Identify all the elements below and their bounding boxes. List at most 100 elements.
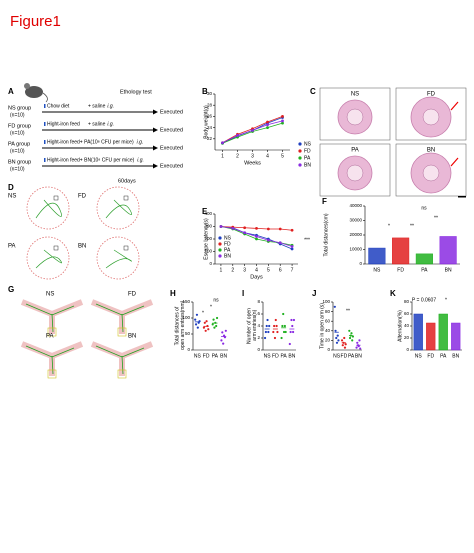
legend-label: FD [224,241,231,247]
point [290,247,294,251]
data-point [335,336,338,340]
data-point [292,330,295,334]
panel-letter: J [312,289,316,298]
point [255,235,258,238]
significance: * [210,304,212,310]
maze-pool [96,186,140,230]
point [290,245,294,248]
y-tick-label: 100 [322,299,330,304]
data-point [289,330,292,334]
legend-label: FD [304,148,311,154]
data-point [222,342,225,345]
start-box [47,369,57,379]
data-point [221,331,224,334]
x-tick-label: PA [421,267,428,273]
legend-marker [218,242,222,246]
y-tick-label: 40 [404,323,410,328]
data-point [220,339,223,342]
legend-marker [298,142,302,146]
data-point [348,329,351,332]
y-tick-label: 26 [207,114,213,119]
legend-label: NS [224,235,232,241]
group-name: PA group [8,141,30,147]
y-tick-label: 60 [404,311,410,316]
x-tick-label: 5 [281,153,284,159]
blue-marker [44,140,46,144]
group-n: (n=10) [10,148,25,154]
x-axis-label: Weeks [244,160,261,166]
red-arrow [450,101,459,111]
data-point [272,330,275,334]
data-point [207,328,210,331]
x-tick-label: FD [397,267,404,273]
platform [123,195,129,201]
y-tick-label: 80 [325,309,331,314]
point [281,115,284,118]
legend-label: BN [304,162,311,168]
y-tick-label: 30 [207,91,213,96]
y-tick-label: 6 [257,311,260,316]
data-point [344,343,347,346]
x-tick-label: 3 [251,153,254,159]
significance: ** [434,215,438,221]
y-tick-label: 80 [404,299,410,304]
maze-pool [26,236,70,280]
group-n: (n=10) [10,112,25,118]
y-tick-label: 10000 [349,247,362,252]
y-tick-label: 20 [404,335,410,340]
y-maze-track [95,345,145,375]
result: Executed [160,127,183,133]
y-tick-label: 60 [325,318,331,323]
x-tick-label: PA [280,353,287,359]
data-point [204,329,207,332]
data-point [194,318,197,321]
histology-label: NS [351,92,359,98]
data-point [358,339,361,342]
x-tick-label: FD [427,353,434,359]
data-point [351,339,354,342]
group-n: (n=10) [10,130,25,136]
maze-label: PA [8,244,16,250]
legend-label: PA [224,247,231,253]
data-point [343,336,346,340]
point [243,231,247,235]
y-tick-label: 200 [204,236,212,241]
x-tick-label: 4 [266,153,269,159]
x-tick-label: BN [452,353,459,359]
data-point [333,305,336,308]
maze-label: BN [78,244,86,250]
y-tick-label: 400 [204,211,212,216]
data-point [212,318,215,321]
start-box [47,327,57,337]
y-axis-label: Total distances(cm) [323,213,329,256]
y-tick-label: 0 [257,347,260,352]
y-maze-label: PA [46,334,54,340]
panel-letter: G [8,285,14,294]
y-tick-label: 8 [257,299,260,304]
group-n: (n=10) [10,166,25,172]
y-tick-label: 30000 [349,218,362,223]
start-box [117,369,127,379]
significance: * [445,297,447,303]
data-point [203,321,206,324]
treatment: Chow diet [47,103,70,109]
data-point [337,339,340,342]
point [231,226,235,230]
y-tick-label: 100 [204,249,212,254]
platform [53,245,59,251]
x-tick-label: BN [355,353,362,359]
x-tick-label: BN [220,353,227,359]
blue-marker [44,122,46,126]
route: i.g. [107,103,114,109]
x-tick-label: 5 [267,267,270,273]
mouse-tail [42,92,48,103]
x-tick-label: PA [440,353,447,359]
y-tick-label: 20000 [349,232,362,237]
platform [53,195,59,201]
y-maze-track [95,303,145,333]
data-point [196,326,199,329]
point [266,238,270,242]
x-tick-label: NS [194,353,202,359]
result: Executed [160,163,183,169]
